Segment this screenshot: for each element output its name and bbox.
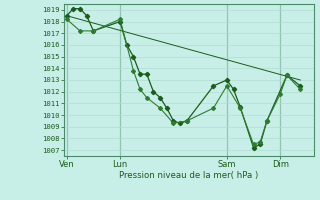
X-axis label: Pression niveau de la mer( hPa ): Pression niveau de la mer( hPa ) bbox=[119, 171, 259, 180]
